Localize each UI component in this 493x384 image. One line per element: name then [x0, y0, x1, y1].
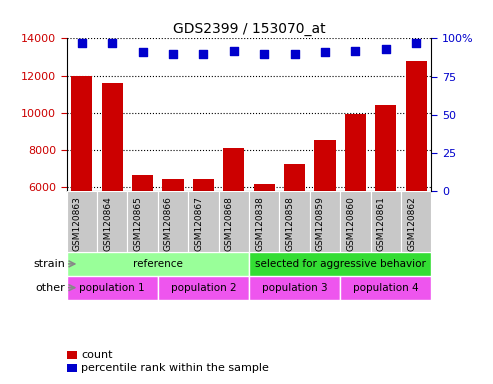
Text: population 2: population 2 [171, 283, 236, 293]
Bar [162, 179, 183, 191]
Bar [340, 191, 371, 252]
Point [139, 49, 146, 55]
Bar [284, 164, 305, 191]
Bar [188, 191, 218, 252]
Bar [253, 184, 275, 191]
Text: population 1: population 1 [79, 283, 145, 293]
Bar [97, 191, 127, 252]
Bar [375, 105, 396, 191]
Bar [102, 83, 123, 191]
Bar [249, 276, 340, 300]
Text: GSM120862: GSM120862 [407, 196, 416, 251]
Point [412, 40, 420, 46]
Bar [218, 191, 249, 252]
Text: count: count [81, 350, 113, 360]
Bar [280, 191, 310, 252]
Point [260, 51, 268, 57]
Text: GSM120859: GSM120859 [316, 196, 325, 251]
Bar [132, 175, 153, 191]
Text: GSM120860: GSM120860 [347, 196, 355, 251]
Bar [127, 191, 158, 252]
Bar [158, 276, 249, 300]
Bar [340, 276, 431, 300]
Point [382, 46, 389, 52]
Bar [401, 191, 431, 252]
Text: selected for aggressive behavior: selected for aggressive behavior [255, 259, 425, 269]
Text: GSM120868: GSM120868 [225, 196, 234, 251]
Text: GSM120861: GSM120861 [377, 196, 386, 251]
Point [199, 51, 208, 57]
Bar [371, 191, 401, 252]
Point [230, 48, 238, 54]
Bar [249, 191, 280, 252]
Bar [158, 191, 188, 252]
Text: GSM120858: GSM120858 [285, 196, 295, 251]
Bar [310, 191, 340, 252]
Bar [67, 276, 158, 300]
Point [108, 40, 116, 46]
Point [352, 48, 359, 54]
Text: GSM120867: GSM120867 [194, 196, 204, 251]
Text: reference: reference [133, 259, 183, 269]
Bar [67, 252, 249, 276]
Point [291, 51, 299, 57]
Text: GSM120866: GSM120866 [164, 196, 173, 251]
Bar [223, 148, 245, 191]
Bar [67, 191, 97, 252]
Point [169, 51, 177, 57]
Text: GSM120865: GSM120865 [134, 196, 142, 251]
Point [321, 49, 329, 55]
Text: percentile rank within the sample: percentile rank within the sample [81, 363, 269, 373]
Bar [406, 61, 427, 191]
Text: population 3: population 3 [262, 283, 327, 293]
Text: strain: strain [33, 259, 65, 269]
Text: GSM120838: GSM120838 [255, 196, 264, 251]
Bar [249, 252, 431, 276]
Text: GSM120864: GSM120864 [103, 196, 112, 251]
Text: other: other [35, 283, 65, 293]
Text: population 4: population 4 [353, 283, 419, 293]
Bar [193, 179, 214, 191]
Text: GSM120863: GSM120863 [73, 196, 82, 251]
Bar [315, 140, 336, 191]
Bar [71, 76, 92, 191]
Bar [345, 114, 366, 191]
Point [78, 40, 86, 46]
Title: GDS2399 / 153070_at: GDS2399 / 153070_at [173, 22, 325, 36]
